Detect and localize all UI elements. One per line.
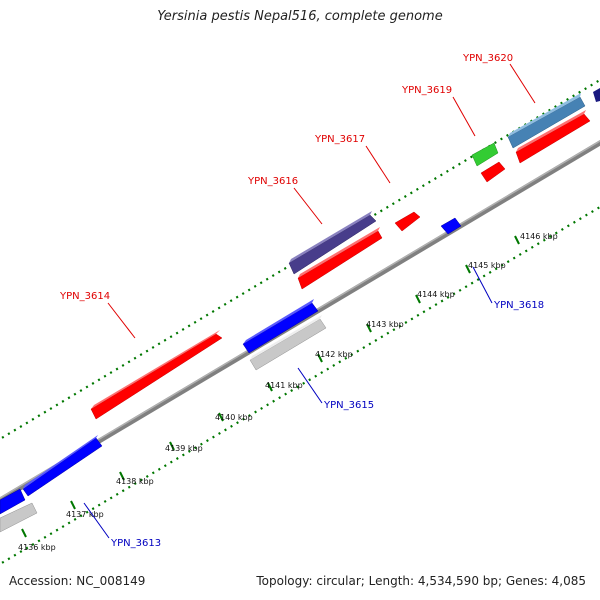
rev-gene-track <box>0 217 462 533</box>
gene-edge-grey-left <box>0 502 38 533</box>
gene-YPN_3620-steel-arrow <box>507 96 586 149</box>
gene-label: YPN_3619 <box>401 85 452 96</box>
gene-YPN_3618-arrow <box>440 217 462 235</box>
tick-label: 4139 kbp <box>165 444 203 453</box>
tick-label: 4144 kbp <box>417 290 455 299</box>
tick-label: 4142 kbp <box>315 350 353 359</box>
gene-edge-blue-left <box>0 488 26 515</box>
rev-gene-labels: YPN_3613 YPN_3615 YPN_3618 <box>110 300 544 549</box>
fwd-gene-labels: YPN_3614 YPN_3616 YPN_3617 YPN_3619 YPN_… <box>59 53 513 302</box>
tick-label: 4141 kbp <box>265 381 303 390</box>
gene-YPN_3620-steel-top <box>508 93 581 137</box>
gene-YPN_3614-arrow-top <box>91 330 220 409</box>
tick-label: 4146 kbp <box>520 232 558 241</box>
gene-edge-navy <box>593 88 600 102</box>
gene-YPN_3616-navy-top <box>289 211 372 263</box>
fwd-label-leaders <box>107 63 536 339</box>
gene-label: YPN_3616 <box>247 176 298 187</box>
tick-label: 4143 kbp <box>366 320 404 329</box>
gene-label: YPN_3614 <box>59 291 110 302</box>
gene-YPN_3615-grey-top <box>250 315 322 360</box>
tick-label: 4137 kbp <box>66 510 104 519</box>
tick-label: 4140 kbp <box>215 413 253 422</box>
gene-YPN_3619-red-arrow <box>480 161 506 183</box>
gene-YPN_3616-red-top <box>298 227 380 278</box>
gene-label: YPN_3620 <box>462 53 513 64</box>
gene-label: YPN_3613 <box>110 538 161 549</box>
genome-summary-text: Topology: circular; Length: 4,534,590 bp… <box>256 574 586 588</box>
ruler-tick-labels: 4136 kbp 4137 kbp 4138 kbp 4139 kbp 4140… <box>18 232 558 552</box>
gene-YPN_3617-arrow <box>394 211 421 232</box>
gene-YPN_3616-red-arrow <box>297 230 383 290</box>
accession-text: Accession: NC_008149 <box>9 574 146 588</box>
fwd-gene-track <box>90 88 600 420</box>
gene-YPN_3619-green-box <box>471 142 499 167</box>
tick-label: 4136 kbp <box>18 543 56 552</box>
gene-label: YPN_3615 <box>323 400 374 411</box>
tick-label: 4138 kbp <box>116 477 154 486</box>
rev-label-leaders <box>83 266 493 539</box>
gene-YPN_3613-arrow <box>22 437 103 497</box>
tick-label: 4145 kbp <box>468 261 506 270</box>
gene-YPN_3615-blue-top <box>243 299 314 344</box>
map-title: Yersinia pestis Nepal516, complete genom… <box>157 9 443 24</box>
gene-label: YPN_3617 <box>314 134 365 145</box>
gene-label: YPN_3618 <box>493 300 544 311</box>
ruler-ticks <box>21 235 520 538</box>
gene-YPN_3613-arrow-top <box>23 435 98 489</box>
gene-YPN_3620-red-top <box>516 110 586 152</box>
